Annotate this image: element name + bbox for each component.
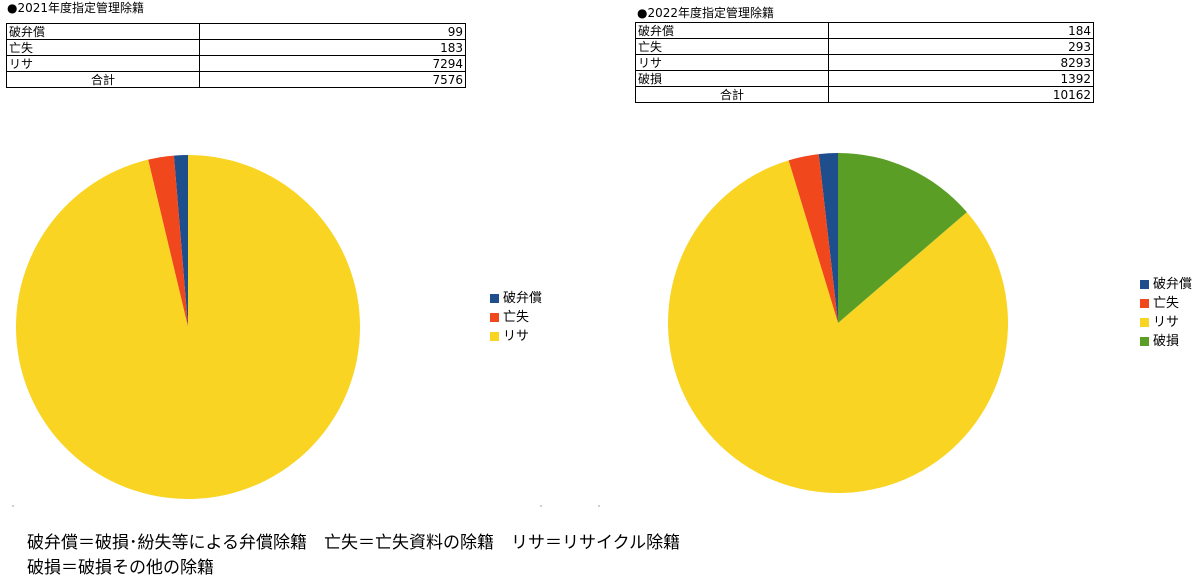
legend-swatch [1140,299,1149,308]
legend-swatch [490,294,499,303]
legend-item: 破弁償 [490,289,542,308]
pie-slice-破弁償 [173,155,188,327]
table-row: リサ 8293 [635,54,1094,71]
panel-title-2022: ●2022年度指定管理除籍 [637,6,775,20]
legend-label: リサ [1153,315,1180,330]
legend-label: 破弁償 [1153,277,1193,292]
plot-corner-mark [598,505,600,507]
row-label: 亡失 [635,38,829,55]
row-value: 7294 [199,55,466,72]
legend-label: 破損 [1153,334,1180,349]
row-label: リサ [6,55,200,72]
row-label: 破弁償 [6,23,200,40]
footnote-line-2: 破損＝破損その他の除籍 [27,558,214,578]
table-row: 破弁償 184 [635,22,1094,39]
row-value: 1392 [828,70,1094,87]
legend-item: 亡失 [490,308,542,327]
pie-chart-2021 [16,155,360,499]
row-value: 183 [199,39,466,56]
row-value: 293 [828,38,1094,55]
legend-item: リサ [490,327,542,346]
footnote-line-1: 破弁償＝破損･紛失等による弁償除籍 亡失＝亡失資料の除籍 リサ＝リサイクル除籍 [27,533,681,553]
row-value: 99 [199,23,466,40]
pie-slice-破弁償 [818,153,838,323]
row-label: 破弁償 [635,22,829,39]
plot-corner-mark [540,505,542,507]
legend-item: 亡失 [1140,294,1192,313]
legend-swatch [1140,337,1149,346]
pie-slice-亡失 [788,154,838,323]
data-table-2022: 破弁償 184 亡失 293 リサ 8293 破損 1392 合計 10162 [635,22,1094,103]
pie-slice-破損 [838,153,967,323]
legend-label: 破弁償 [503,291,543,306]
pie-chart-2022 [668,153,1008,493]
row-label: リサ [635,54,829,71]
legend-item: 破損 [1140,332,1192,351]
pie-slice-リサ [668,160,1008,493]
plot-corner-mark [12,505,14,507]
row-label: 破損 [635,70,829,87]
legend-2022: 破弁償 亡失 リサ 破損 [1140,275,1192,351]
legend-swatch [1140,318,1149,327]
table-total-row: 合計 7576 [6,71,466,88]
table-row: 亡失 293 [635,38,1094,55]
table-row: 亡失 183 [6,39,466,56]
legend-label: 亡失 [503,310,530,325]
row-value: 184 [828,22,1094,39]
legend-item: リサ [1140,313,1192,332]
pie-slice-亡失 [148,155,188,327]
total-label: 合計 [6,71,200,88]
table-row: 破弁償 99 [6,23,466,40]
legend-label: 亡失 [1153,296,1180,311]
legend-swatch [490,332,499,341]
panel-title-2021: ●2021年度指定管理除籍 [7,1,145,15]
legend-2021: 破弁償 亡失 リサ [490,289,542,346]
legend-label: リサ [503,329,530,344]
pie-slice-リサ [16,155,360,499]
table-row: リサ 7294 [6,55,466,72]
table-total-row: 合計 10162 [635,86,1094,103]
row-label: 亡失 [6,39,200,56]
table-row: 破損 1392 [635,70,1094,87]
legend-swatch [1140,280,1149,289]
legend-swatch [490,313,499,322]
total-label: 合計 [635,86,829,103]
total-value: 7576 [199,71,466,88]
data-table-2021: 破弁償 99 亡失 183 リサ 7294 合計 7576 [6,23,466,88]
row-value: 8293 [828,54,1094,71]
total-value: 10162 [828,86,1094,103]
legend-item: 破弁償 [1140,275,1192,294]
